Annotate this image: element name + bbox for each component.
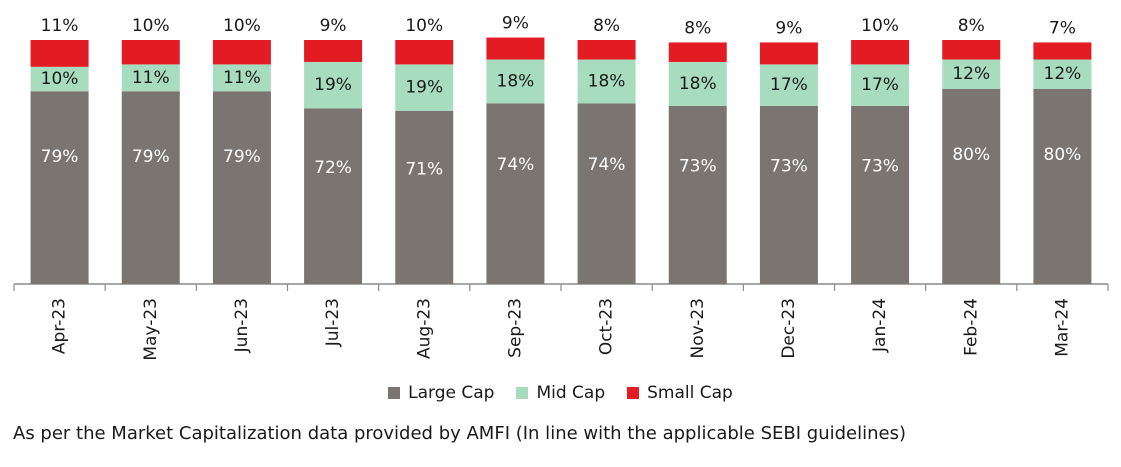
- x-tick-label: Jul-23: [323, 298, 343, 347]
- legend-label: Large Cap: [408, 383, 495, 403]
- data-label: 74%: [497, 155, 535, 175]
- data-label: 71%: [405, 160, 443, 180]
- data-label: 73%: [679, 156, 717, 176]
- data-label: 11%: [223, 68, 261, 88]
- footnote: As per the Market Capitalization data pr…: [13, 423, 906, 444]
- legend-swatch: [627, 387, 640, 399]
- data-label: 73%: [861, 156, 899, 176]
- data-label: 79%: [223, 147, 261, 167]
- bar-mid-cap: [304, 61, 363, 109]
- x-tick-label: Aug-23: [414, 298, 434, 359]
- x-tick-label: Oct-23: [597, 298, 617, 355]
- bar-mid-cap: [121, 64, 180, 92]
- data-label: 73%: [770, 156, 808, 176]
- data-label: 9%: [775, 18, 802, 38]
- data-label: 10%: [223, 16, 261, 36]
- bar-mid-cap: [577, 59, 636, 104]
- data-label: 9%: [320, 16, 347, 36]
- data-label: 8%: [593, 16, 620, 36]
- legend-label: Small Cap: [647, 383, 733, 403]
- bar-mid-cap: [1033, 59, 1092, 89]
- legend-item: Small Cap: [627, 383, 733, 403]
- x-tick-label: Feb-24: [961, 298, 981, 356]
- bar-small-cap: [30, 40, 89, 67]
- x-tick-label: Sep-23: [505, 298, 525, 358]
- data-label: 18%: [588, 71, 626, 91]
- chart-legend: Large Cap Mid Cap Small Cap: [0, 383, 1121, 403]
- bar-large-cap: [577, 103, 636, 284]
- data-label: 10%: [405, 16, 443, 36]
- data-label: 10%: [132, 16, 170, 36]
- legend-swatch: [388, 387, 401, 399]
- data-label: 79%: [41, 147, 79, 167]
- x-tick-label: May-23: [141, 298, 161, 361]
- data-label: 17%: [861, 75, 899, 95]
- data-label: 8%: [958, 16, 985, 36]
- data-label: 80%: [1044, 145, 1082, 165]
- bar-large-cap: [304, 108, 363, 284]
- legend-item: Mid Cap: [516, 383, 605, 403]
- data-label: 10%: [861, 16, 899, 36]
- bar-large-cap: [395, 110, 454, 284]
- data-label: 18%: [497, 71, 535, 91]
- bar-small-cap: [668, 42, 727, 62]
- stacked-bar-chart: 79% 10% 11% Apr-23 79% 11% 10% May-23 79% 11% 10% J…: [13, 14, 1109, 361]
- bar-mid-cap: [30, 66, 89, 92]
- bar-small-cap: [486, 37, 545, 60]
- x-tick-label: Dec-23: [779, 298, 799, 359]
- bar-small-cap: [851, 40, 910, 65]
- bar-large-cap: [668, 105, 727, 284]
- bar-large-cap: [486, 103, 545, 284]
- bar-large-cap: [851, 105, 910, 284]
- x-tick-label: Mar-24: [1052, 298, 1072, 357]
- data-label: 12%: [1044, 64, 1082, 84]
- legend-swatch: [516, 387, 529, 399]
- data-label: 11%: [132, 68, 170, 88]
- bar-mid-cap: [851, 64, 910, 106]
- bar-small-cap: [121, 40, 180, 65]
- bar-small-cap: [1033, 42, 1092, 60]
- data-label: 9%: [502, 14, 529, 34]
- bar-small-cap: [304, 40, 363, 62]
- data-label: 10%: [41, 69, 79, 89]
- bar-mid-cap: [668, 61, 727, 106]
- x-tick-label: Jun-23: [232, 298, 252, 353]
- bar-small-cap: [759, 42, 818, 65]
- bar-large-cap: [212, 91, 271, 285]
- bar-small-cap: [212, 40, 271, 65]
- data-label: 8%: [684, 18, 711, 38]
- bar-mid-cap: [942, 59, 1001, 89]
- bar-mid-cap: [486, 59, 545, 104]
- data-label: 12%: [952, 64, 990, 84]
- data-label: 7%: [1049, 18, 1076, 38]
- data-label: 11%: [41, 16, 79, 36]
- bar-large-cap: [1033, 88, 1092, 284]
- data-label: 72%: [314, 158, 352, 178]
- x-tick-label: Jan-24: [870, 298, 890, 353]
- legend-item: Large Cap: [388, 383, 494, 403]
- bar-large-cap: [942, 88, 1001, 284]
- data-label: 17%: [770, 75, 808, 95]
- bar-mid-cap: [759, 64, 818, 106]
- x-tick-label: Apr-23: [50, 298, 70, 354]
- bar-large-cap: [30, 91, 89, 285]
- data-label: 80%: [952, 145, 990, 165]
- bar-small-cap: [395, 40, 454, 65]
- data-label: 19%: [314, 75, 352, 95]
- bar-small-cap: [942, 40, 1001, 60]
- data-label: 19%: [405, 78, 443, 98]
- data-label: 74%: [588, 155, 626, 175]
- data-label: 79%: [132, 147, 170, 167]
- bar-mid-cap: [212, 64, 271, 92]
- bar-mid-cap: [395, 64, 454, 111]
- bar-small-cap: [577, 40, 636, 60]
- bar-large-cap: [121, 91, 180, 285]
- x-tick-label: Nov-23: [688, 298, 708, 359]
- bar-large-cap: [759, 105, 818, 284]
- legend-label: Mid Cap: [536, 383, 606, 403]
- data-label: 18%: [679, 74, 717, 94]
